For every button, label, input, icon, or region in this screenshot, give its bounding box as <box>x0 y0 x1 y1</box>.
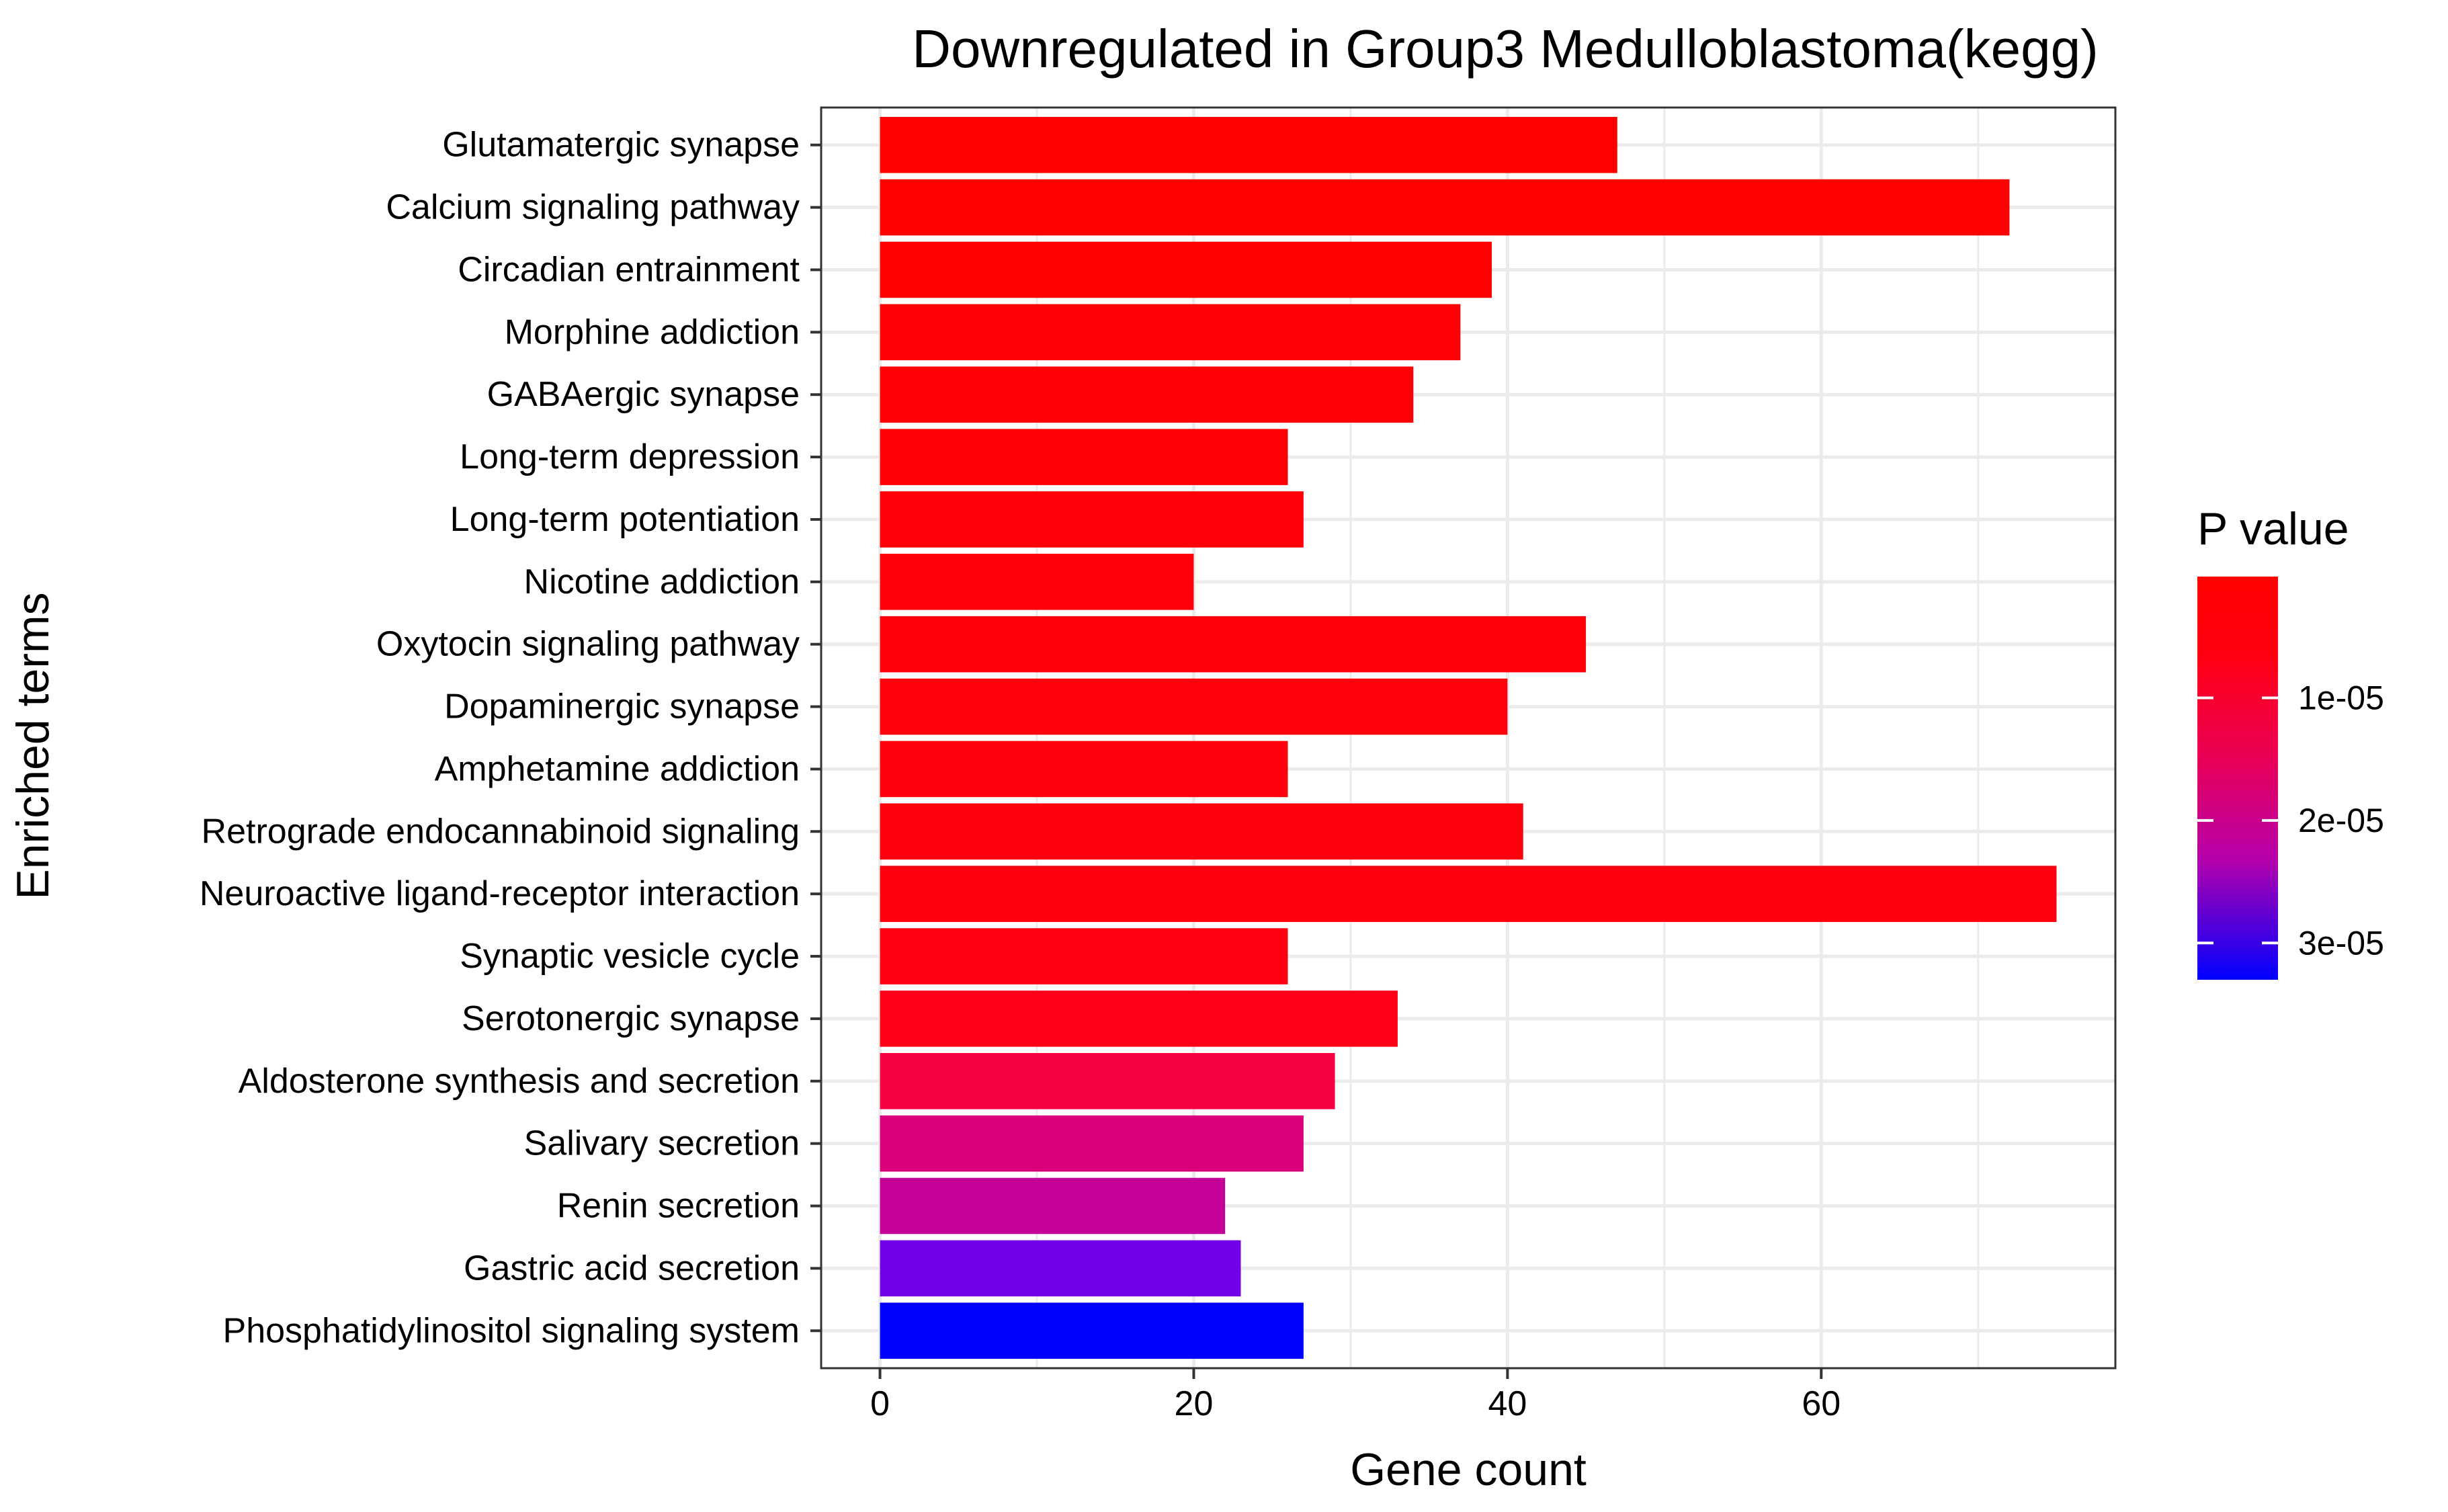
y-tick-label: Retrograde endocannabinoid signaling <box>202 812 800 851</box>
y-tick-label: Renin secretion <box>557 1187 800 1226</box>
bar <box>880 741 1288 798</box>
y-tick-label: Serotonergic synapse <box>462 999 800 1038</box>
y-tick-label: Amphetamine addiction <box>435 749 800 788</box>
panel-border <box>820 106 2117 1370</box>
bar <box>880 803 1523 860</box>
bar <box>880 1115 1304 1172</box>
y-tick-label: Neuroactive ligand-receptor interaction <box>200 874 800 913</box>
bar <box>880 991 1398 1047</box>
bars <box>880 116 2057 1359</box>
y-axis: Glutamatergic synapse Calcium signaling p… <box>200 126 821 1350</box>
y-tick-label: Nicotine addiction <box>524 562 800 601</box>
bar <box>880 928 1288 984</box>
y-tick-label: Salivary secretion <box>524 1124 800 1163</box>
y-tick-label: Calcium signaling pathway <box>386 188 800 227</box>
chart-title: Downregulated in Group3 Medulloblastoma(… <box>912 19 2098 79</box>
bar <box>880 304 1461 361</box>
bar <box>880 366 1414 423</box>
x-tick-label: 20 <box>1175 1384 1214 1423</box>
bar <box>880 241 1492 298</box>
x-axis-title: Gene count <box>1350 1444 1587 1495</box>
x-tick-label: 0 <box>870 1384 890 1423</box>
y-tick-label: Aldosterone synthesis and secretion <box>239 1062 800 1101</box>
bar <box>880 491 1304 548</box>
y-tick-label: Oxytocin signaling pathway <box>376 625 800 664</box>
bar <box>880 1302 1304 1359</box>
y-tick-label: Gastric acid secretion <box>464 1249 800 1288</box>
bar <box>880 1177 1226 1234</box>
bar <box>880 1240 1241 1297</box>
bar <box>880 1053 1335 1109</box>
legend-colorbar <box>2197 577 2278 980</box>
bar <box>880 429 1288 485</box>
legend-tick-label: 3e-05 <box>2298 924 2384 962</box>
x-axis: 0 20 40 60 <box>870 1368 1841 1423</box>
bar <box>880 866 2057 922</box>
bar <box>880 678 1508 735</box>
bar <box>880 616 1587 673</box>
bar <box>880 554 1194 610</box>
legend-title: P value <box>2197 503 2349 554</box>
y-tick-label: Glutamatergic synapse <box>442 126 800 165</box>
y-axis-title: Enriched terms <box>7 592 58 899</box>
x-tick-label: 40 <box>1488 1384 1527 1423</box>
x-tick-label: 60 <box>1802 1384 1841 1423</box>
legend-tick-label: 1e-05 <box>2298 679 2384 717</box>
legend-tick-label: 2e-05 <box>2298 802 2384 839</box>
y-tick-label: Long-term depression <box>460 437 800 476</box>
y-tick-label: Dopaminergic synapse <box>444 687 800 726</box>
bar <box>880 179 2010 236</box>
bar <box>880 116 1617 173</box>
y-tick-label: GABAergic synapse <box>487 375 800 414</box>
legend: P value 1e-05 2e-05 3e-05 <box>2197 503 2384 980</box>
y-tick-label: Synaptic vesicle cycle <box>460 937 800 976</box>
y-tick-label: Morphine addiction <box>505 312 800 351</box>
y-tick-label: Phosphatidylinositol signaling system <box>223 1311 800 1350</box>
y-tick-label: Circadian entrainment <box>458 250 800 289</box>
y-tick-label: Long-term potentiation <box>450 500 800 539</box>
